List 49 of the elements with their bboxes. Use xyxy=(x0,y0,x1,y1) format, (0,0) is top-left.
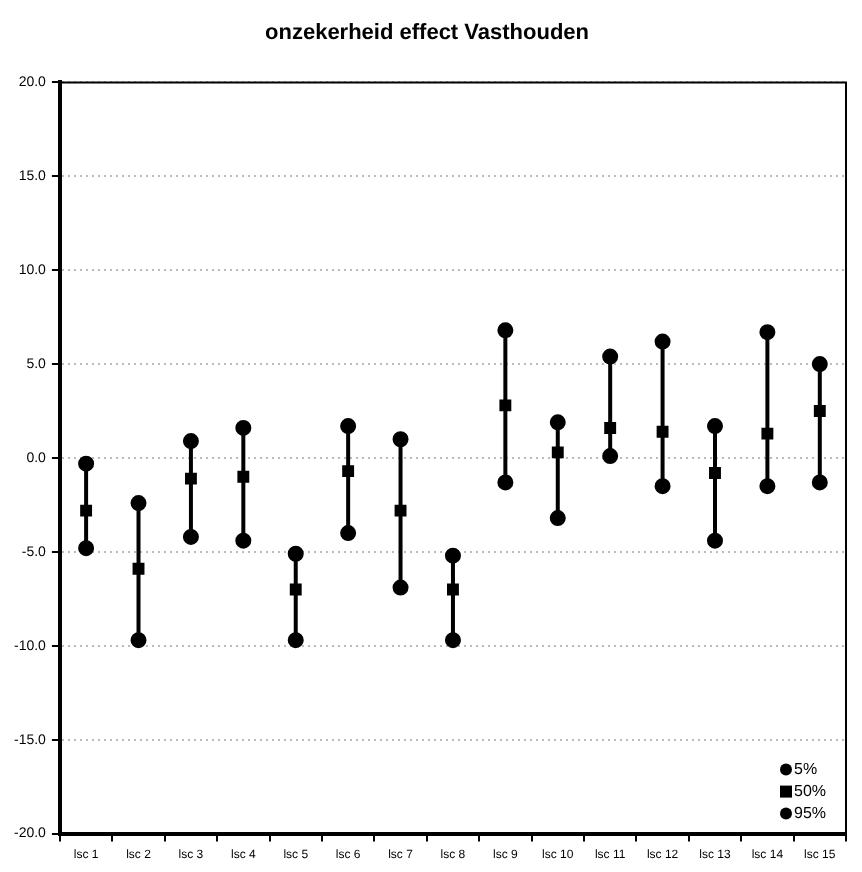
point xyxy=(497,322,514,339)
point xyxy=(289,583,302,596)
legend-label: 95% xyxy=(794,804,827,823)
point xyxy=(78,455,95,472)
point xyxy=(759,478,776,495)
point xyxy=(549,510,566,527)
point xyxy=(235,532,252,549)
point xyxy=(551,446,564,459)
legend-label: 5% xyxy=(794,760,818,779)
point xyxy=(656,425,669,438)
point xyxy=(342,465,355,478)
point xyxy=(80,504,93,517)
point xyxy=(447,583,459,596)
point xyxy=(602,348,619,365)
point xyxy=(392,579,409,596)
point xyxy=(811,474,828,491)
point xyxy=(706,418,723,435)
point xyxy=(184,472,197,485)
point xyxy=(654,333,671,350)
point xyxy=(811,356,828,373)
point xyxy=(132,562,145,575)
point xyxy=(235,419,252,436)
point xyxy=(392,431,409,448)
point xyxy=(340,418,357,435)
point xyxy=(499,399,512,412)
point xyxy=(78,540,95,557)
point xyxy=(444,547,461,564)
point xyxy=(130,632,147,649)
point xyxy=(549,414,566,431)
point xyxy=(182,528,199,545)
point xyxy=(237,470,250,483)
point xyxy=(444,632,461,649)
point xyxy=(761,427,774,440)
point xyxy=(287,545,304,562)
point xyxy=(340,525,357,542)
point xyxy=(602,448,619,465)
point xyxy=(394,504,407,517)
point xyxy=(497,474,514,491)
point xyxy=(604,422,617,434)
point xyxy=(759,324,776,341)
chart-title: onzekerheid effect Vasthouden xyxy=(265,21,590,46)
point xyxy=(182,433,199,450)
point xyxy=(654,478,671,495)
point xyxy=(813,405,826,417)
point xyxy=(287,632,304,649)
legend-label: 50% xyxy=(794,782,827,801)
point xyxy=(130,495,147,512)
point xyxy=(706,532,723,549)
point xyxy=(709,467,721,479)
